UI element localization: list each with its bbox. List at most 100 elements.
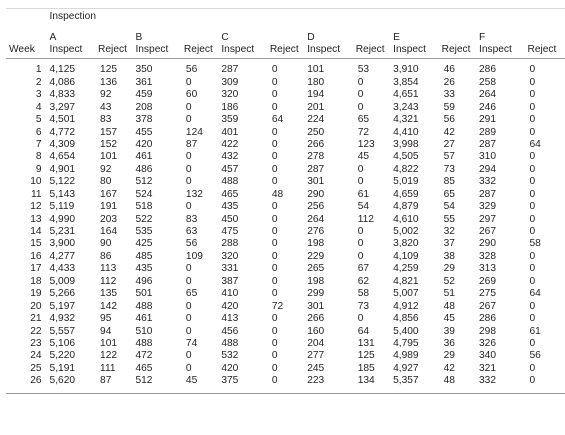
reject-cell: 142 [100, 300, 118, 312]
inspect-cell: 465 [135, 362, 153, 374]
inspect-cell: 4,795 [393, 337, 419, 349]
reject-cell: 123 [357, 138, 375, 150]
inspect-cell: 387 [221, 275, 239, 287]
inspect-cell: 258 [479, 76, 496, 88]
inspect-cell: 4,989 [393, 350, 419, 362]
inspect-cell: 5,357 [393, 375, 419, 387]
inspect-cell: 265 [307, 263, 325, 275]
inspect-cell: 4,259 [393, 263, 419, 275]
reject-cell: 0 [185, 263, 192, 275]
table-row: 4 3,297 43 208 0 186 0 201 0 3,243 59 246 0 [6, 102, 565, 114]
week-cell: 19 [30, 288, 42, 300]
inspect-cell: 297 [479, 213, 496, 225]
reject-cell: 0 [185, 362, 192, 374]
table-caption: Inspection [49, 11, 96, 22]
reject-cell: 157 [100, 126, 118, 138]
table-row: 9 4,901 92 486 0 457 0 287 0 4,822 73 294 0 [6, 164, 565, 176]
inspect-cell: 3,854 [393, 76, 419, 88]
reject-cell: 0 [529, 313, 536, 325]
reject-cell: 0 [271, 126, 278, 138]
top-rule [6, 8, 565, 9]
reject-cell: 0 [271, 76, 278, 88]
week-cell: 20 [30, 300, 42, 312]
inspect-cell: 5,620 [49, 375, 76, 387]
reject-cell: 0 [529, 201, 536, 213]
reject-cell: 48 [443, 375, 455, 387]
week-cell: 8 [35, 151, 42, 163]
reject-cell: 0 [357, 101, 364, 113]
inspect-cell: 198 [307, 275, 325, 287]
inspect-cell: 326 [479, 337, 496, 349]
group-letter: E [393, 32, 400, 43]
reject-cell: 63 [185, 226, 198, 237]
inspect-cell: 4,990 [49, 213, 76, 225]
inspect-cell: 310 [479, 151, 496, 163]
reject-cell: 45 [443, 313, 455, 325]
inspect-cell: 4,277 [49, 250, 76, 262]
inspect-cell: 522 [135, 213, 153, 225]
inspect-cell: 4,879 [393, 201, 419, 213]
reject-cell: 125 [100, 64, 118, 76]
week-cell: 23 [30, 337, 42, 349]
inspect-cell: 359 [221, 114, 239, 126]
inspect-cell: 532 [221, 350, 239, 362]
reject-cell: 0 [271, 151, 278, 163]
table-row: 13 4,990 203 522 83 450 0 264 112 4,610 55 297 0 [6, 213, 565, 225]
inspect-cell: 101 [307, 64, 325, 76]
reject-cell: 29 [443, 350, 455, 362]
reject-cell: 0 [271, 64, 278, 76]
inspect-header: Inspect [49, 44, 83, 56]
inspect-cell: 223 [307, 375, 325, 387]
reject-cell: 131 [357, 337, 375, 349]
week-cell: 1 [35, 64, 42, 76]
inspect-cell: 160 [307, 325, 325, 337]
reject-cell: 0 [529, 213, 536, 225]
reject-cell: 0 [529, 188, 536, 200]
reject-cell: 0 [185, 163, 192, 175]
inspect-cell: 4,433 [49, 263, 76, 275]
reject-cell: 67 [357, 263, 370, 275]
reject-cell: 73 [443, 163, 455, 175]
reject-cell: 38 [443, 250, 455, 262]
reject-cell: 48 [271, 188, 284, 200]
inspect-cell: 278 [307, 151, 325, 163]
reject-cell: 64 [271, 114, 284, 126]
reject-cell: 0 [271, 275, 278, 287]
table-row: 11 5,143 167 524 132 465 48 290 61 4,659 65 287 0 [6, 189, 565, 201]
inspect-cell: 290 [479, 238, 496, 250]
reject-cell: 58 [357, 288, 370, 300]
reject-cell: 39 [443, 325, 455, 337]
inspect-cell: 224 [307, 114, 325, 126]
inspect-cell: 4,833 [49, 89, 76, 101]
inspect-cell: 413 [221, 313, 239, 325]
reject-cell: 0 [529, 250, 536, 262]
reject-cell: 54 [443, 201, 455, 213]
reject-cell: 112 [100, 275, 117, 287]
inspect-cell: 4,309 [49, 138, 76, 150]
week-cell: 24 [30, 350, 42, 362]
reject-cell: 59 [443, 101, 455, 113]
reject-cell: 0 [271, 89, 278, 101]
inspect-cell: 204 [307, 337, 325, 349]
reject-cell: 58 [529, 238, 541, 250]
inspect-cell: 286 [479, 313, 496, 325]
reject-cell: 85 [443, 176, 455, 188]
inspect-cell: 4,772 [49, 126, 76, 138]
reject-cell: 0 [185, 114, 192, 126]
inspect-cell: 5,106 [49, 337, 76, 349]
reject-cell: 136 [100, 76, 118, 88]
inspect-cell: 298 [479, 325, 496, 337]
reject-cell: 45 [357, 151, 370, 163]
inspect-cell: 198 [307, 238, 325, 250]
inspect-cell: 250 [307, 126, 325, 138]
week-header: Week [9, 44, 35, 56]
reject-cell: 0 [271, 176, 278, 188]
caption-row: Inspection [6, 9, 565, 32]
reject-cell: 0 [271, 138, 278, 150]
reject-cell: 83 [100, 114, 112, 126]
reject-cell: 52 [443, 275, 455, 287]
reject-cell: 0 [529, 275, 536, 287]
inspect-cell: 4,505 [393, 151, 419, 163]
inspect-cell: 301 [307, 300, 325, 312]
